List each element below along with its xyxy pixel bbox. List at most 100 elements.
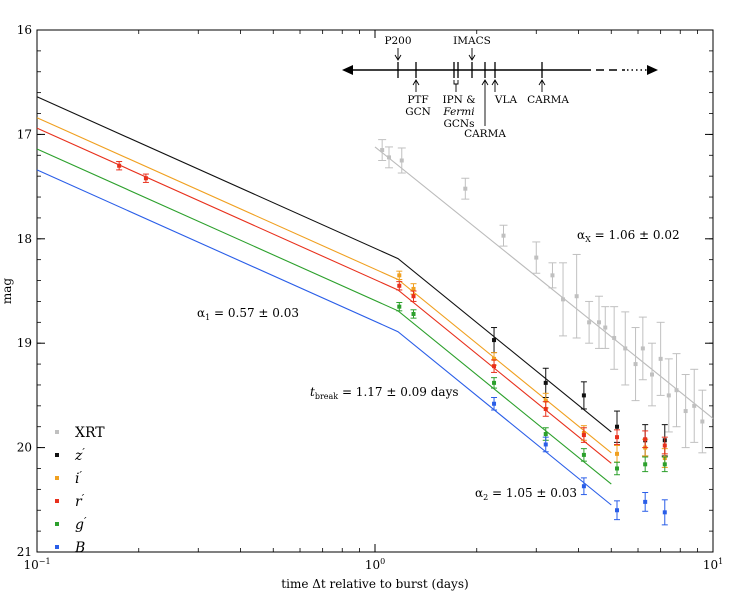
data-point xyxy=(662,510,667,515)
data-point xyxy=(463,186,468,191)
timeline-inset: P200 IMACS PTF GCN IPN & Fermi GCNs CARM… xyxy=(342,35,658,140)
data-point xyxy=(550,273,555,278)
series-g xyxy=(396,301,668,476)
model-line-XRT xyxy=(374,146,714,419)
x-axis-label: time Δt relative to burst (days) xyxy=(281,577,468,591)
data-point xyxy=(543,442,548,447)
data-point xyxy=(543,406,548,411)
timeline-left-arrow-icon xyxy=(342,65,353,75)
timeline-label-ipn: IPN & xyxy=(442,94,475,106)
legend-marker xyxy=(55,522,59,526)
annotation-alphaX: αX = 1.06 ± 0.02 xyxy=(577,228,680,244)
legend-label: i′ xyxy=(75,469,82,487)
data-point xyxy=(640,346,645,351)
legend-label: XRT xyxy=(75,425,105,441)
imacs-arrow-icon xyxy=(468,54,476,61)
data-point xyxy=(633,362,638,367)
model-line-z xyxy=(36,96,612,433)
legend: XRT z′ i′ r′ g′ B xyxy=(55,425,105,556)
data-point xyxy=(543,398,548,403)
y-tick-label: 17 xyxy=(17,127,32,141)
data-point xyxy=(643,462,648,467)
data-point xyxy=(492,380,497,385)
timeline-right-arrow-icon xyxy=(647,65,658,75)
data-point xyxy=(683,409,688,414)
annotation-tbreak: tbreak = 1.17 ± 0.09 days xyxy=(310,385,459,401)
data-point xyxy=(615,435,620,440)
timeline-label-gcns: GCNs xyxy=(444,118,475,130)
annotation-alpha2: α2 = 1.05 ± 0.03 xyxy=(475,486,577,502)
timeline-label-fermi: Fermi xyxy=(442,106,474,118)
ptf-arrow-icon xyxy=(412,79,420,86)
data-point xyxy=(492,338,497,343)
carma-1-arrow-icon xyxy=(481,79,489,86)
legend-label: B xyxy=(74,540,85,556)
timeline-label-p200: P200 xyxy=(384,35,411,47)
x-tick-label: 10−1 xyxy=(23,557,50,572)
vla-arrow-icon xyxy=(491,79,499,86)
data-point xyxy=(643,499,648,504)
legend-marker xyxy=(55,545,59,549)
data-point xyxy=(666,393,671,398)
data-point xyxy=(492,356,497,361)
data-point xyxy=(658,356,663,361)
y-axis-label: mag xyxy=(0,278,14,305)
data-point xyxy=(700,419,705,424)
data-point xyxy=(612,335,617,340)
data-point xyxy=(411,311,416,316)
data-point xyxy=(581,433,586,438)
data-point xyxy=(534,255,539,260)
legend-marker xyxy=(55,476,59,480)
data-series xyxy=(116,139,707,526)
series-xrt xyxy=(378,139,707,454)
legend-marker xyxy=(55,453,59,457)
ipn-bracket xyxy=(453,80,459,92)
data-point xyxy=(615,451,620,456)
y-tick-label: 16 xyxy=(17,23,32,37)
legend-label: g′ xyxy=(75,515,87,533)
plot-frame xyxy=(36,29,714,553)
data-point xyxy=(492,401,497,406)
data-point xyxy=(561,297,566,302)
data-point xyxy=(581,452,586,457)
legend-label: r′ xyxy=(75,492,85,510)
data-point xyxy=(674,388,679,393)
data-point xyxy=(397,273,402,278)
data-point xyxy=(501,233,506,238)
timeline-label-carma-2: CARMA xyxy=(527,94,569,106)
data-point xyxy=(597,320,602,325)
x-tick-label: 100 xyxy=(365,557,385,572)
timeline-label-ptf: PTF xyxy=(407,94,428,106)
data-point xyxy=(615,466,620,471)
y-tick-label: 18 xyxy=(17,232,32,246)
data-point xyxy=(603,325,608,330)
data-point xyxy=(380,148,385,153)
data-point xyxy=(397,304,402,309)
annotation-alpha1: α1 = 0.57 ± 0.03 xyxy=(197,306,299,322)
data-point xyxy=(692,403,697,408)
legend-label: z′ xyxy=(74,446,85,464)
timeline-label-carma-1: CARMA xyxy=(464,128,506,140)
p200-arrow-icon xyxy=(394,54,402,61)
data-point xyxy=(581,484,586,489)
data-point xyxy=(143,176,148,181)
legend-marker xyxy=(55,499,59,503)
series-r xyxy=(116,161,668,455)
carma-2-arrow-icon xyxy=(538,79,546,86)
x-tick-label: 101 xyxy=(703,557,723,572)
data-point xyxy=(397,283,402,288)
plot-area xyxy=(36,29,714,553)
timeline-label-vla: VLA xyxy=(494,94,518,106)
data-point xyxy=(650,372,655,377)
y-tick-label: 21 xyxy=(17,545,32,559)
data-point xyxy=(574,294,579,299)
series-b xyxy=(491,396,668,526)
annotations: α1 = 0.57 ± 0.03 αX = 1.06 ± 0.02 tbreak… xyxy=(197,228,680,502)
data-point xyxy=(386,155,391,160)
data-point xyxy=(615,424,620,429)
data-point xyxy=(411,294,416,299)
y-tick-label: 20 xyxy=(17,441,32,455)
model-line-B xyxy=(36,169,612,506)
